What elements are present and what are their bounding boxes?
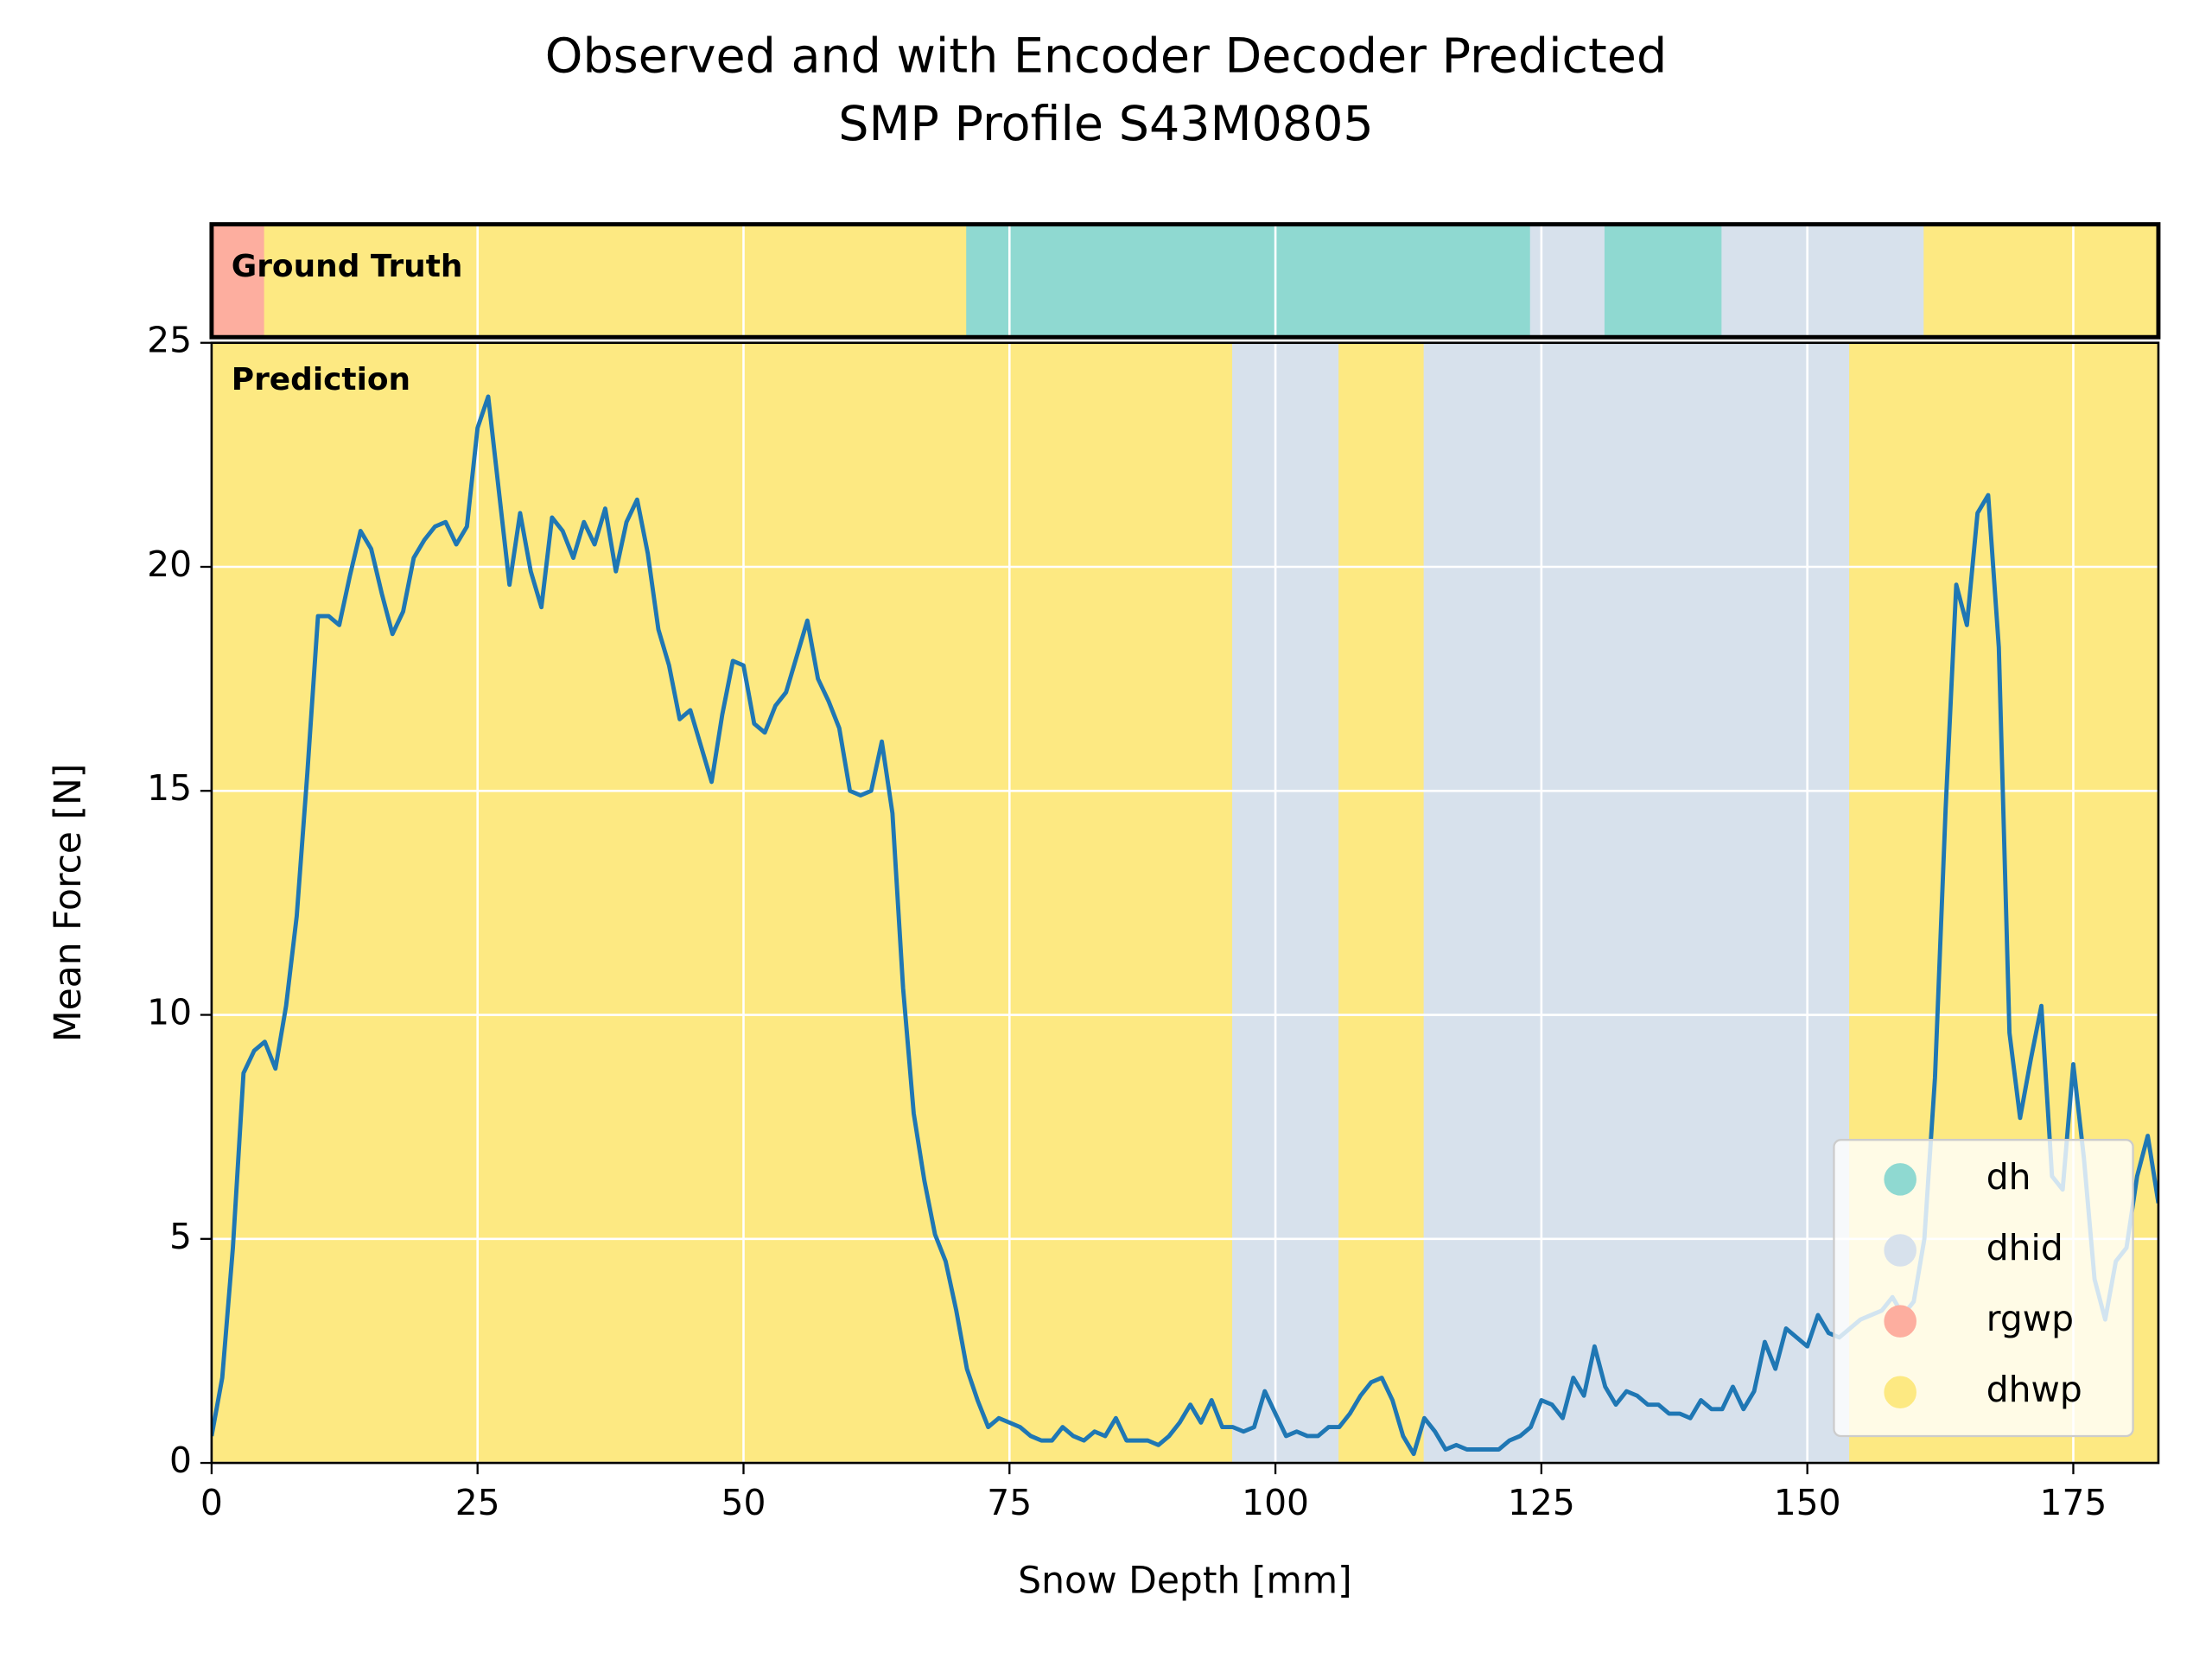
x-tick-label: 150 [1774, 1482, 1841, 1523]
x-tick-label: 75 [987, 1482, 1032, 1523]
legend-marker [1884, 1234, 1916, 1267]
legend-label: dhid [1986, 1227, 2063, 1268]
x-tick-label: 100 [1242, 1482, 1309, 1523]
legend-label: dh [1986, 1156, 2031, 1198]
prediction-band [211, 341, 1234, 1464]
y-tick-label: 5 [169, 1216, 192, 1257]
prediction-label: Prediction [232, 362, 410, 397]
ground_truth-band [1923, 223, 2159, 339]
ground_truth-band [966, 223, 1532, 339]
legend-marker [1884, 1376, 1916, 1409]
legend-marker [1884, 1305, 1916, 1338]
x-tick-label: 175 [2040, 1482, 2107, 1523]
legend-box [1833, 1139, 2134, 1438]
y-tick-label: 25 [147, 320, 192, 361]
ground_truth-band [1721, 223, 1925, 339]
y-tick-label: 15 [147, 767, 192, 809]
chart-subtitle: SMP Profile S43M0805 [838, 96, 1373, 152]
prediction-band [1338, 341, 1426, 1464]
ground-truth-frame [209, 222, 2161, 340]
ground-truth-label: Ground Truth [232, 249, 463, 284]
frame: 0 25 50 75 100 125 150 175 0 5 10 15 20 25 [147, 222, 2161, 1523]
y-tick-label: 10 [147, 992, 192, 1033]
axes-frame [210, 341, 2160, 1465]
legend-label: dhwp [1986, 1369, 2082, 1410]
prediction-bands [211, 341, 2159, 1464]
legend-label: rgwp [1986, 1298, 2074, 1339]
ground_truth-band [1604, 223, 1723, 339]
chart-title: Observed and with Encoder Decoder Predic… [545, 29, 1667, 85]
ground_truth-band [211, 223, 266, 339]
y-tick-label: 0 [169, 1440, 192, 1481]
x-axis-label: Snow Depth [mm] [1018, 1560, 1352, 1602]
x-tick-label: 0 [200, 1482, 223, 1523]
prediction-band [1232, 341, 1340, 1464]
x-tick-label: 125 [1508, 1482, 1575, 1523]
ground_truth-band [264, 223, 968, 339]
x-tick-label: 25 [455, 1482, 500, 1523]
x-tick-label: 50 [721, 1482, 766, 1523]
legend: dh dhid rgwp dhwp [1833, 1139, 2134, 1438]
prediction-band [1423, 341, 1851, 1464]
y-tick-label: 20 [147, 543, 192, 585]
legend-marker [1884, 1163, 1916, 1196]
ground-truth-strip [211, 223, 2159, 339]
y-axis-label: Mean Force [N] [48, 764, 90, 1042]
